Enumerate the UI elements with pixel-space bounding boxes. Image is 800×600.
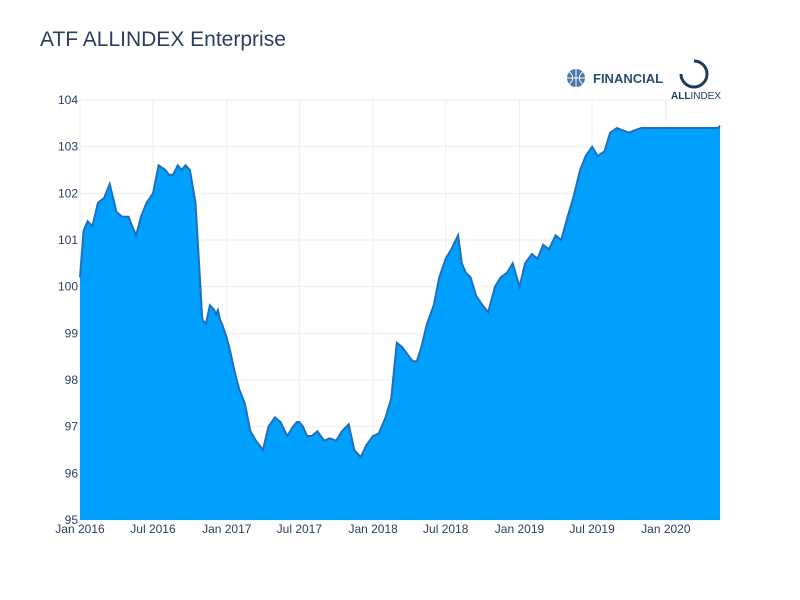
y-tick-label: 103 (58, 140, 78, 154)
y-tick-label: 95 (65, 513, 79, 527)
y-tick-label: 104 (58, 93, 78, 107)
x-tick-label: Jan 2018 (348, 522, 398, 536)
financial-logo: FINANCIAL (567, 69, 663, 87)
chart-title: ATF ALLINDEX Enterprise (40, 28, 286, 51)
y-tick-label: 102 (58, 186, 78, 200)
x-axis: Jan 2016 Jul 2016 Jan 2017 Jul 2017 Jan 2018… (55, 522, 691, 536)
x-tick-label: Jul 2019 (569, 522, 615, 536)
y-tick-label: 98 (65, 373, 79, 387)
x-tick-label: Jan 2017 (202, 522, 252, 536)
allindex-logo-bold: ALL (671, 91, 690, 102)
y-tick-label: 97 (65, 420, 79, 434)
allindex-logo: ALLINDEX (671, 59, 721, 102)
y-tick-label: 100 (58, 280, 78, 294)
ring-icon (679, 59, 709, 89)
x-tick-label: Jan 2016 (55, 522, 105, 536)
x-tick-label: Jan 2020 (641, 522, 691, 536)
allindex-logo-light: INDEX (690, 91, 721, 102)
y-axis: 95 96 97 98 99 100 101 102 103 104 (58, 93, 78, 527)
area-series (80, 125, 720, 520)
financial-logo-text: FINANCIAL (593, 71, 663, 86)
y-tick-label: 96 (65, 466, 79, 480)
svg-text:ALLINDEX: ALLINDEX (671, 91, 721, 102)
line-series (79, 125, 721, 459)
x-tick-label: Jul 2018 (423, 522, 469, 536)
x-tick-label: Jul 2016 (130, 522, 176, 536)
x-tick-label: Jan 2019 (495, 522, 545, 536)
y-tick-label: 101 (58, 233, 78, 247)
y-tick-label: 99 (65, 326, 79, 340)
x-tick-label: Jul 2017 (277, 522, 323, 536)
